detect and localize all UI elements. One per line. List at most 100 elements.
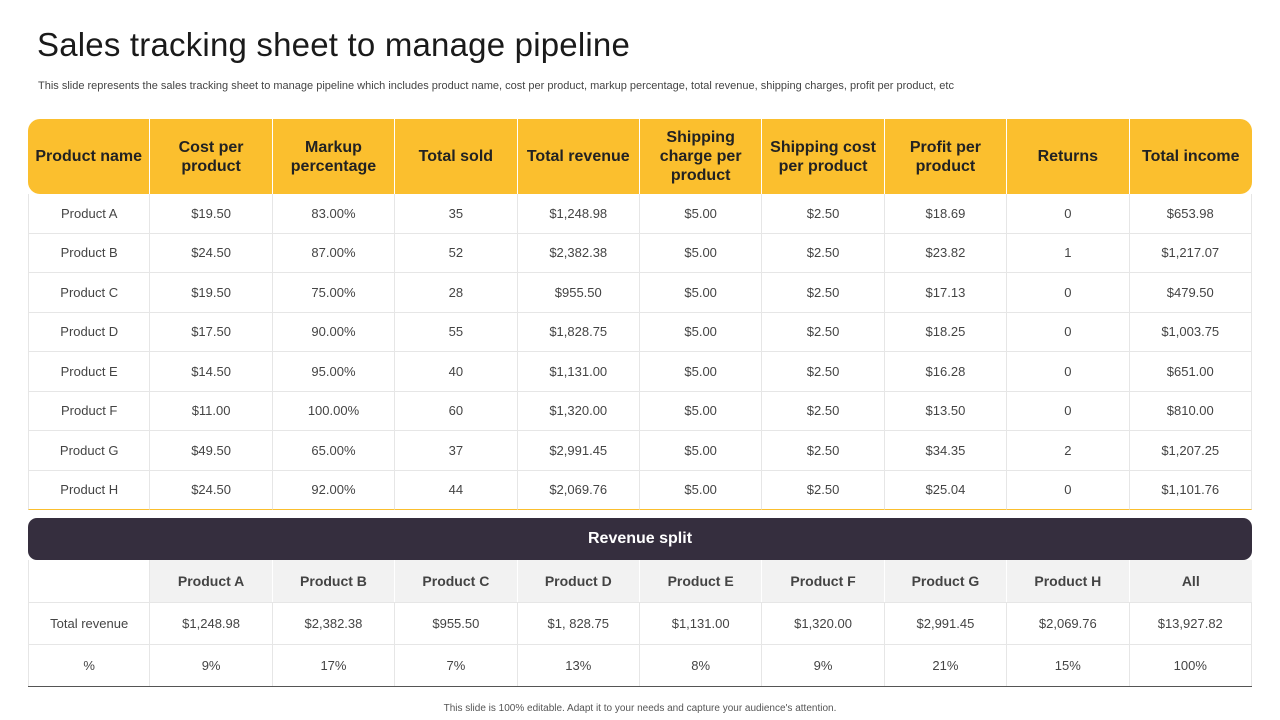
table-cell: 15% bbox=[1007, 644, 1130, 686]
revenue-split-title: Revenue split bbox=[28, 518, 1252, 560]
table-cell: 13% bbox=[517, 644, 640, 686]
table-cell: $1, 828.75 bbox=[517, 602, 640, 644]
table-row: % 9% 17% 7% 13% 8% 9% 21% 15% 100% bbox=[28, 644, 1252, 686]
table-cell: 0 bbox=[1007, 391, 1130, 431]
column-header: Returns bbox=[1007, 119, 1130, 194]
table-cell: $5.00 bbox=[639, 312, 763, 352]
column-header: Product H bbox=[1007, 560, 1130, 602]
table-cell: $810.00 bbox=[1129, 391, 1252, 431]
table-cell: 2 bbox=[1007, 431, 1130, 471]
table-cell: 21% bbox=[884, 644, 1008, 686]
table-cell: 1 bbox=[1007, 233, 1130, 273]
table-cell: $49.50 bbox=[150, 431, 273, 471]
table-cell: 8% bbox=[639, 644, 763, 686]
column-header: Product E bbox=[639, 560, 763, 602]
table-cell: 100% bbox=[1129, 644, 1252, 686]
column-header: Product C bbox=[395, 560, 518, 602]
table-cell: Total revenue bbox=[28, 602, 151, 644]
table-cell: $13,927.82 bbox=[1129, 602, 1252, 644]
column-header: Product B bbox=[272, 560, 396, 602]
table-cell: $23.82 bbox=[884, 233, 1008, 273]
table-cell: $1,248.98 bbox=[517, 194, 640, 234]
table-cell: $1,101.76 bbox=[1129, 470, 1252, 510]
table-row: Total revenue $1,248.98 $2,382.38 $955.50 $1… bbox=[28, 602, 1252, 644]
table-cell: $1,828.75 bbox=[517, 312, 640, 352]
table-cell: 87.00% bbox=[272, 233, 396, 273]
table-cell: $5.00 bbox=[639, 273, 763, 313]
table-cell: $1,248.98 bbox=[150, 602, 273, 644]
table-cell: $2.50 bbox=[762, 431, 885, 471]
table-cell: $479.50 bbox=[1129, 273, 1252, 313]
table-cell: 0 bbox=[1007, 352, 1130, 392]
table-cell: $651.00 bbox=[1129, 352, 1252, 392]
table-cell: $2.50 bbox=[762, 273, 885, 313]
table-cell: 17% bbox=[272, 644, 396, 686]
column-header: Product A bbox=[150, 560, 273, 602]
table-cell: $13.50 bbox=[884, 391, 1008, 431]
column-header: Cost per product bbox=[150, 119, 273, 194]
table-cell: $34.35 bbox=[884, 431, 1008, 471]
table-cell: $5.00 bbox=[639, 431, 763, 471]
table-cell: $2.50 bbox=[762, 233, 885, 273]
table-cell: 65.00% bbox=[272, 431, 396, 471]
column-header: Shipping cost per product bbox=[762, 119, 885, 194]
table-cell: $1,207.25 bbox=[1129, 431, 1252, 471]
table-cell: 0 bbox=[1007, 273, 1130, 313]
table-cell: $11.00 bbox=[150, 391, 273, 431]
table-header-row: Product name Cost per product Markup per… bbox=[28, 119, 1252, 194]
table-cell: Product F bbox=[28, 391, 151, 431]
page-title: Sales tracking sheet to manage pipeline bbox=[37, 26, 631, 63]
table-cell: 90.00% bbox=[272, 312, 396, 352]
table-cell: 60 bbox=[395, 391, 518, 431]
table-cell: $2.50 bbox=[762, 470, 885, 510]
column-header: Total revenue bbox=[517, 119, 640, 194]
table-cell: $5.00 bbox=[639, 194, 763, 234]
revenue-split-table: Product A Product B Product C Product D … bbox=[28, 560, 1252, 687]
table-cell: 9% bbox=[762, 644, 885, 686]
table-cell: 75.00% bbox=[272, 273, 396, 313]
table-cell: $17.13 bbox=[884, 273, 1008, 313]
sales-tracking-table: Product name Cost per product Markup per… bbox=[28, 119, 1252, 510]
split-header-row: Product A Product B Product C Product D … bbox=[28, 560, 1252, 602]
column-header: Total income bbox=[1129, 119, 1252, 194]
table-cell: $2,069.76 bbox=[517, 470, 640, 510]
column-header: Product D bbox=[517, 560, 640, 602]
table-cell: Product E bbox=[28, 352, 151, 392]
table-cell: $25.04 bbox=[884, 470, 1008, 510]
table-row: Product G $49.50 65.00% 37 $2,991.45 $5.00 $2.… bbox=[28, 431, 1252, 471]
table-cell: $2,069.76 bbox=[1007, 602, 1130, 644]
table-cell: 52 bbox=[395, 233, 518, 273]
table-cell: $1,131.00 bbox=[517, 352, 640, 392]
footer-note: This slide is 100% editable. Adapt it to… bbox=[443, 703, 837, 714]
table-cell: 92.00% bbox=[272, 470, 396, 510]
column-header: Profit per product bbox=[884, 119, 1008, 194]
table-cell: 35 bbox=[395, 194, 518, 234]
table-row: Product F $11.00 100.00% 60 $1,320.00 $5.00 $2… bbox=[28, 391, 1252, 431]
table-cell: $1,217.07 bbox=[1129, 233, 1252, 273]
table-cell: $2.50 bbox=[762, 391, 885, 431]
table-cell: 0 bbox=[1007, 194, 1130, 234]
column-header bbox=[28, 560, 151, 602]
table-cell: $1,320.00 bbox=[517, 391, 640, 431]
table-cell: $19.50 bbox=[150, 273, 273, 313]
table-cell: 7% bbox=[395, 644, 518, 686]
split-table-body: Total revenue $1,248.98 $2,382.38 $955.50 $1… bbox=[28, 602, 1252, 686]
table-cell: $2,382.38 bbox=[272, 602, 396, 644]
table-cell: $18.69 bbox=[884, 194, 1008, 234]
table-cell: 9% bbox=[150, 644, 273, 686]
table-cell: $5.00 bbox=[639, 352, 763, 392]
table-cell: 40 bbox=[395, 352, 518, 392]
table-cell: 0 bbox=[1007, 470, 1130, 510]
table-row: Product D $17.50 90.00% 55 $1,828.75 $5.00 $2.… bbox=[28, 312, 1252, 352]
column-header: Product G bbox=[884, 560, 1008, 602]
table-cell: 0 bbox=[1007, 312, 1130, 352]
table-cell: $2.50 bbox=[762, 312, 885, 352]
table-cell: $5.00 bbox=[639, 391, 763, 431]
table-cell: $17.50 bbox=[150, 312, 273, 352]
table-cell: $955.50 bbox=[517, 273, 640, 313]
table-cell: $2,991.45 bbox=[517, 431, 640, 471]
table-cell: $2.50 bbox=[762, 352, 885, 392]
table-cell: Product B bbox=[28, 233, 151, 273]
table-cell: $14.50 bbox=[150, 352, 273, 392]
table-cell: $24.50 bbox=[150, 233, 273, 273]
